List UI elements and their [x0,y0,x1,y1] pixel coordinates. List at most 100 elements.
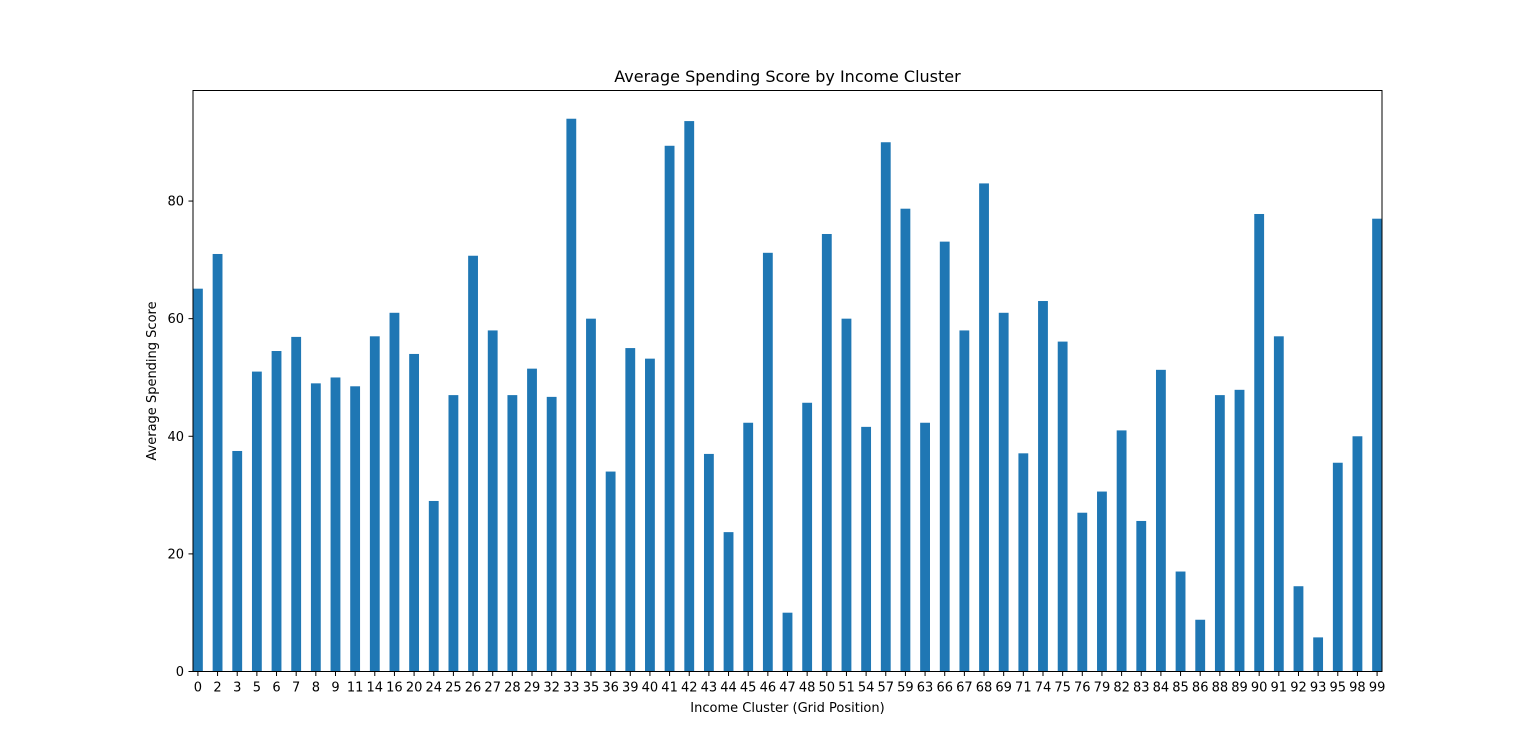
bar-50 [821,233,832,672]
bar-76 [1077,512,1088,672]
x-tick-label-59: 59 [897,681,914,696]
bar-83 [1136,520,1147,672]
x-tick-label-33: 33 [563,681,580,696]
bar-92 [1293,586,1304,672]
x-tick-label-95: 95 [1330,681,1347,696]
x-tick-label-28: 28 [504,681,521,696]
x-tick-label-67: 67 [956,681,973,696]
bar-90 [1254,213,1265,672]
bar-39 [625,348,636,672]
bar-95 [1332,462,1343,672]
x-tick-label-36: 36 [602,681,619,696]
x-tick-label-85: 85 [1172,681,1189,696]
bar-11 [350,386,361,672]
x-tick-label-82: 82 [1113,681,1130,696]
bar-40 [645,358,655,672]
x-tick-label-50: 50 [819,681,836,696]
x-tick-label-93: 93 [1310,681,1327,696]
y-tick-label-40: 40 [167,430,184,445]
bar-8 [310,383,321,672]
bar-29 [527,368,537,672]
bar-44 [723,532,734,672]
bar-26 [468,255,478,672]
x-tick-label-69: 69 [995,681,1012,696]
bar-43 [703,453,714,672]
bar-25 [448,395,459,672]
bars-group [193,118,1382,672]
x-tick-label-68: 68 [976,681,993,696]
bar-71 [1018,453,1029,672]
bar-86 [1195,619,1206,672]
x-tick-label-54: 54 [858,681,875,696]
y-axis: 0 20 40 60 80 [167,195,193,680]
x-tick-label-90: 90 [1251,681,1268,696]
bar-20 [409,353,420,672]
bar-63 [920,422,930,672]
bar-42 [684,121,695,672]
bar-5 [251,371,262,672]
x-tick-label-41: 41 [661,681,678,696]
x-tick-label-29: 29 [524,681,541,696]
bar-0 [193,288,203,672]
x-tick-label-76: 76 [1074,681,1091,696]
x-axis-label: Income Cluster (Grid Position) [690,701,884,716]
x-tick-label-3: 3 [233,681,241,696]
bar-33 [566,118,577,672]
y-tick-label-60: 60 [167,312,184,327]
bar-3 [232,450,243,672]
bar-7 [291,336,302,672]
bar-84 [1155,369,1166,672]
x-tick-label-71: 71 [1015,681,1032,696]
bar-54 [861,426,872,672]
x-tick-label-26: 26 [465,681,482,696]
x-tick-label-42: 42 [681,681,698,696]
bar-6 [271,351,282,672]
bar-68 [979,183,989,672]
bar-67 [959,330,970,672]
x-tick-label-51: 51 [838,681,855,696]
x-tick-label-24: 24 [425,681,442,696]
x-tick-label-25: 25 [445,681,462,696]
x-tick-label-91: 91 [1271,681,1288,696]
bar-41 [664,145,675,672]
x-axis: 0 2 3 5 6 7 8 9 11 14 16 20 24 25 26 27 28 29 32 33 35 36 39 40… [194,671,1386,696]
x-tick-label-63: 63 [917,681,934,696]
bar-57 [880,142,891,672]
bar-98 [1352,436,1363,672]
x-tick-label-44: 44 [720,681,737,696]
bar-51 [841,318,852,672]
bar-14 [369,336,380,672]
y-tick-label-80: 80 [167,195,184,210]
bar-79 [1097,491,1107,672]
x-tick-label-40: 40 [642,681,659,696]
x-tick-label-66: 66 [936,681,953,696]
x-tick-label-86: 86 [1192,681,1209,696]
x-tick-label-39: 39 [622,681,639,696]
x-tick-label-9: 9 [331,681,339,696]
y-tick-label-20: 20 [167,547,184,562]
x-tick-label-48: 48 [799,681,816,696]
x-tick-label-74: 74 [1035,681,1052,696]
x-tick-label-75: 75 [1054,681,1071,696]
bar-46 [762,252,773,672]
bar-45 [743,422,754,672]
bar-2 [212,253,223,672]
bar-82 [1116,430,1127,672]
bar-36 [605,471,616,672]
bar-47 [782,612,793,672]
x-tick-label-99: 99 [1369,681,1386,696]
x-tick-label-35: 35 [583,681,600,696]
bar-66 [939,241,950,672]
bar-75 [1057,341,1068,672]
bar-89 [1234,389,1245,672]
plot-frame [192,90,1383,672]
bar-99 [1372,218,1382,672]
x-tick-label-20: 20 [406,681,423,696]
x-tick-label-47: 47 [779,681,796,696]
x-tick-label-2: 2 [213,681,221,696]
x-tick-label-0: 0 [194,681,202,696]
x-tick-label-11: 11 [347,681,364,696]
bar-32 [546,396,557,672]
y-tick-label-0: 0 [176,665,184,680]
bar-59 [900,208,911,672]
